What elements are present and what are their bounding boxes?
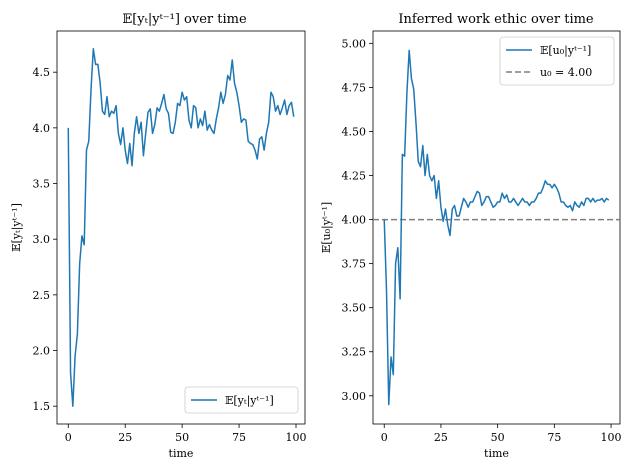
right-chart-title: Inferred work ethic over time <box>398 12 594 27</box>
right-x-axis-label: time <box>484 447 509 460</box>
right-x-tick-label: 25 <box>434 431 448 444</box>
right-y-tick-label: 3.75 <box>342 258 367 271</box>
right-x-axis: 0 25 50 75 100 <box>381 424 622 444</box>
right-legend-label-reference: u₀ = 4.00 <box>540 66 592 79</box>
left-y-tick-label: 2.5 <box>33 289 51 302</box>
right-x-tick-label: 50 <box>491 431 505 444</box>
right-x-tick-label: 100 <box>601 431 622 444</box>
right-y-tick-label: 3.25 <box>342 346 367 359</box>
left-legend-label: 𝔼[yₜ|yᵗ⁻¹] <box>225 394 274 408</box>
left-legend: 𝔼[yₜ|yᵗ⁻¹] <box>184 386 299 414</box>
left-x-tick-label: 100 <box>286 431 307 444</box>
left-y-tick-label: 4.0 <box>33 122 51 135</box>
right-chart: Inferred work ethic over time 0 25 50 75 100… <box>320 12 622 460</box>
left-x-axis-label: time <box>169 447 194 460</box>
left-y-axis-label: 𝔼[yₜ|yᵗ⁻¹] <box>10 203 24 252</box>
right-y-tick-label: 5.00 <box>342 37 367 50</box>
left-x-tick-label: 50 <box>175 431 189 444</box>
left-x-tick-label: 25 <box>118 431 132 444</box>
right-y-tick-label: 4.50 <box>342 125 367 138</box>
left-x-tick-label: 0 <box>65 431 72 444</box>
right-legend-label-expectation: 𝔼[u₀|yᵗ⁻¹] <box>540 44 591 58</box>
left-plot-frame <box>56 30 306 425</box>
right-legend: 𝔼[u₀|yᵗ⁻¹] u₀ = 4.00 <box>499 36 615 86</box>
right-x-tick-label: 0 <box>381 431 388 444</box>
left-y-tick-label: 3.0 <box>33 233 51 246</box>
left-y-axis: 1.5 2.0 2.5 3.0 3.5 4.0 4.5 <box>33 66 57 413</box>
left-y-tick-label: 3.5 <box>33 178 51 191</box>
left-x-tick-label: 75 <box>232 431 246 444</box>
left-chart: 𝔼[yₜ|yᵗ⁻¹] over time 0 25 50 75 100 1.5 2.0 2.… <box>10 12 307 460</box>
right-x-tick-label: 75 <box>547 431 561 444</box>
right-series-line <box>383 49 610 406</box>
left-x-axis: 0 25 50 75 100 <box>65 424 307 444</box>
right-legend-box <box>499 36 615 86</box>
left-chart-title: 𝔼[yₜ|yᵗ⁻¹] over time <box>122 12 247 27</box>
left-series-line <box>67 48 295 407</box>
right-y-axis-label: 𝔼[u₀|yᵗ⁻¹] <box>320 202 334 253</box>
left-y-tick-label: 1.5 <box>33 400 51 413</box>
right-y-tick-label: 4.00 <box>342 214 367 227</box>
left-legend-box <box>184 386 299 414</box>
right-y-tick-label: 3.00 <box>342 390 367 403</box>
right-y-tick-label: 4.25 <box>342 170 367 183</box>
left-y-tick-label: 4.5 <box>33 66 51 79</box>
right-y-axis: 3.00 3.25 3.50 3.75 4.00 4.25 4.50 4.75 5.00 <box>342 37 373 403</box>
right-plot-frame <box>372 30 621 425</box>
left-y-tick-label: 2.0 <box>33 345 51 358</box>
right-y-tick-label: 3.50 <box>342 302 367 315</box>
right-y-tick-label: 4.75 <box>342 81 367 94</box>
